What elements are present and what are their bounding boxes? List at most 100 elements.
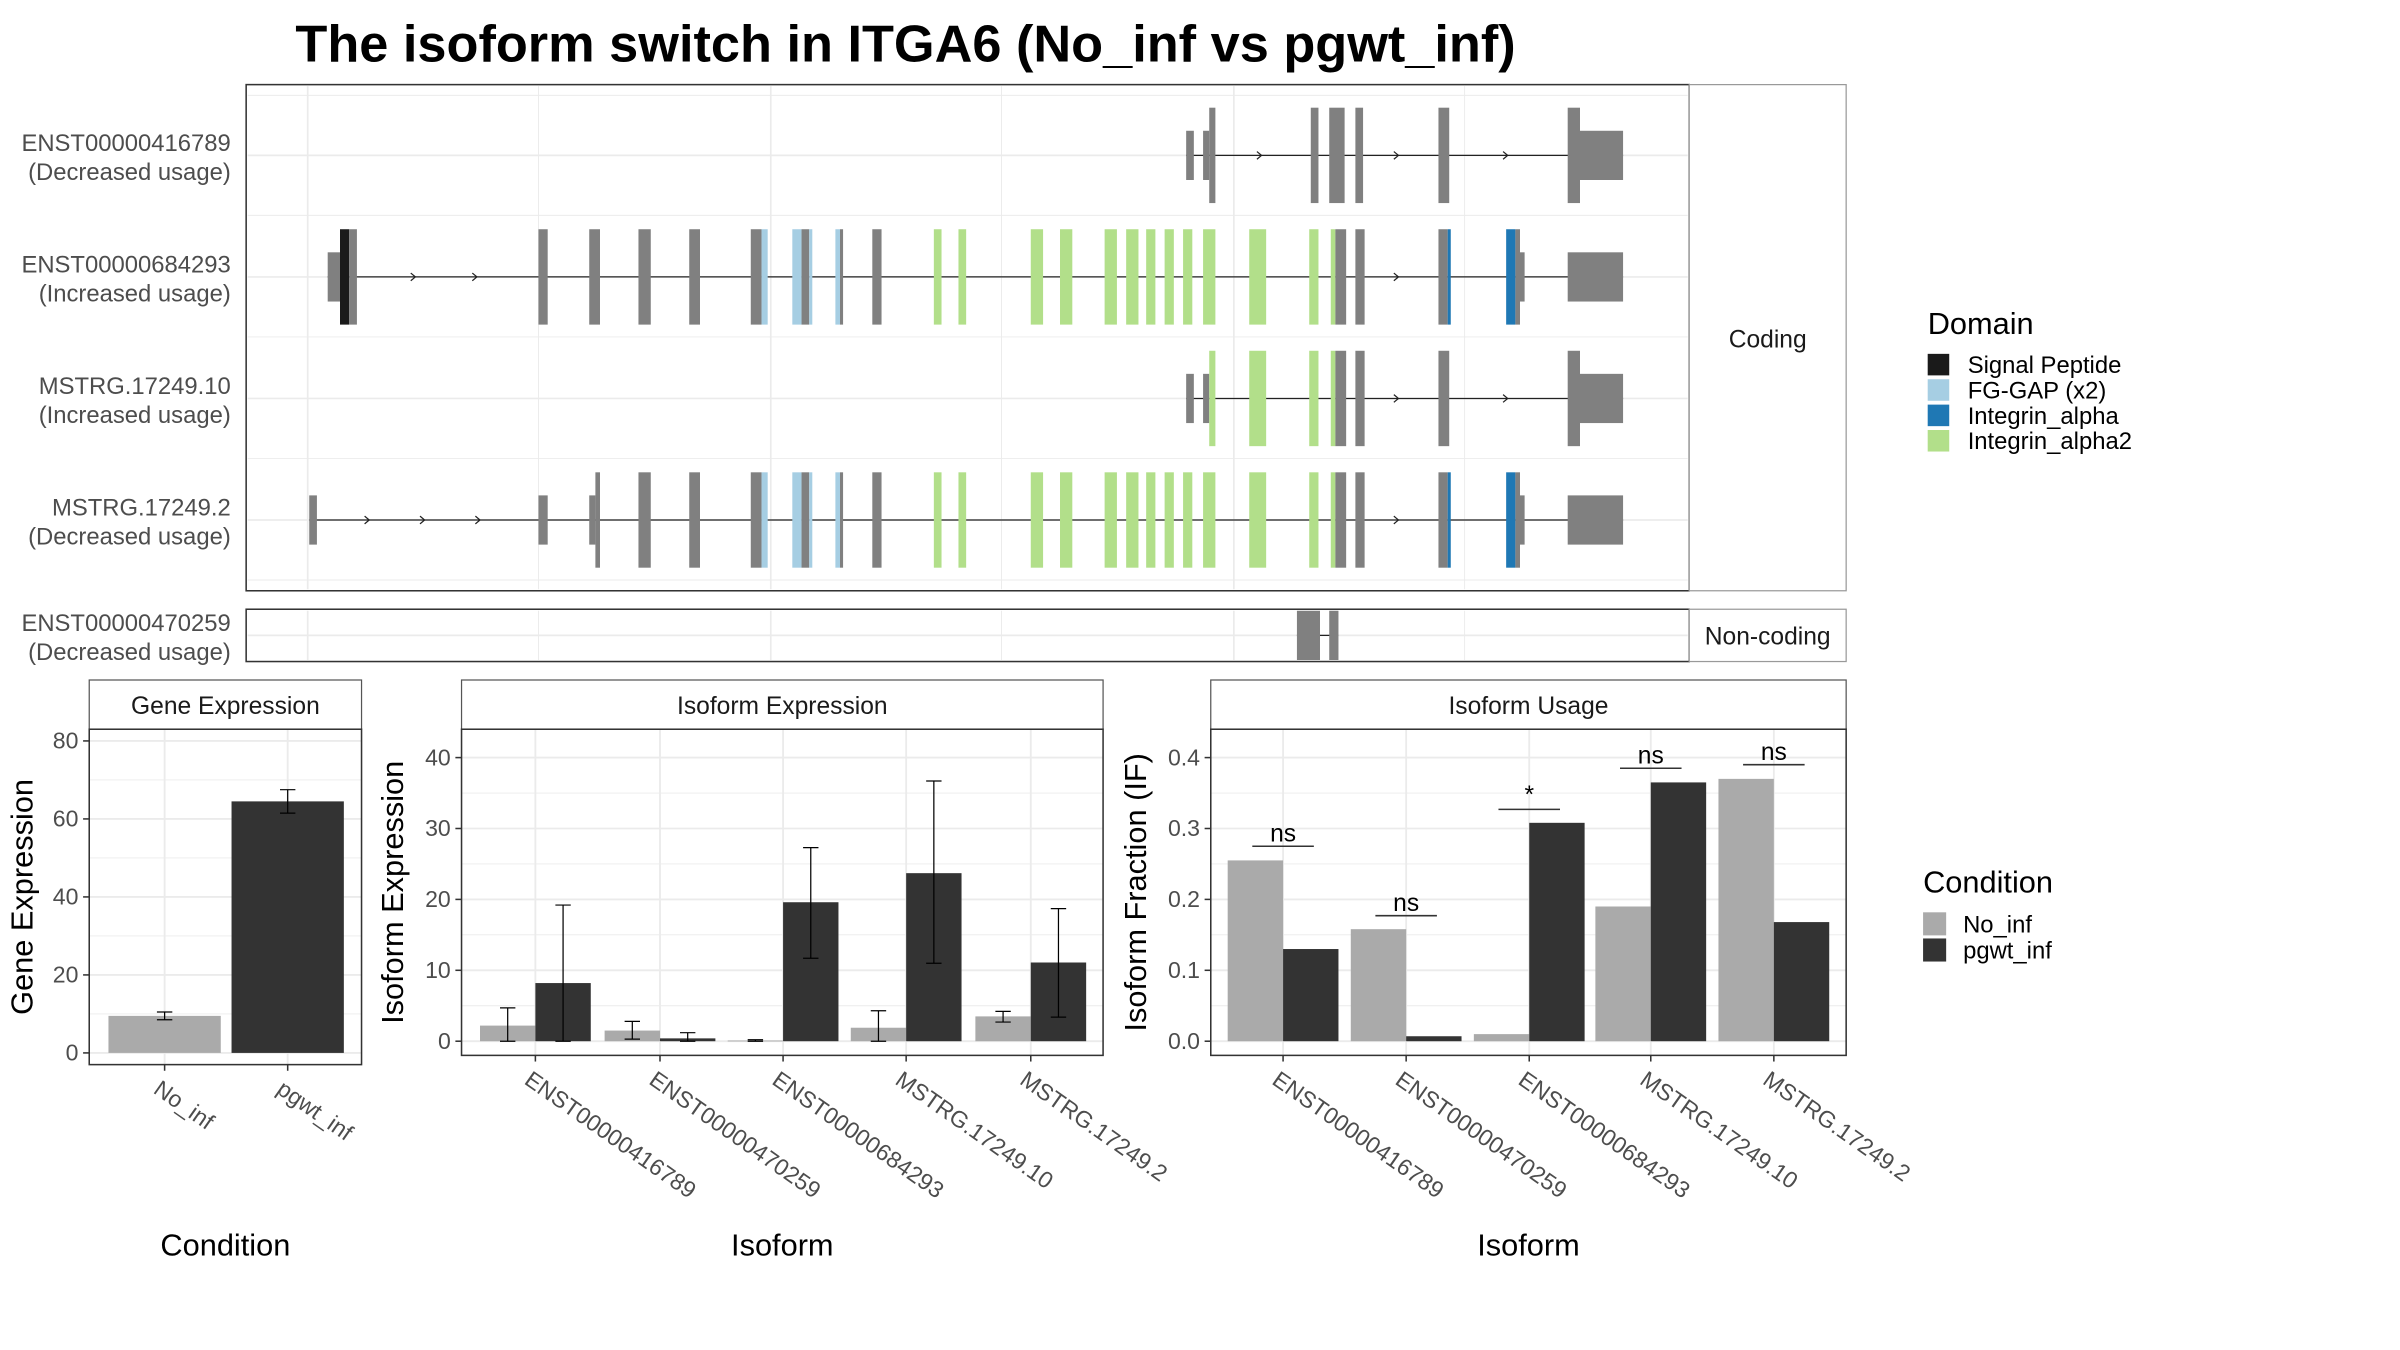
- exon: [1567, 495, 1624, 545]
- y-tick-label: 60: [53, 806, 79, 832]
- strand-arrow-icon: [474, 515, 481, 525]
- domain-exon: [1249, 472, 1267, 568]
- transcript-ENST00000684293: [327, 229, 1624, 325]
- transcript-usage-label: (Decreased usage): [28, 524, 231, 551]
- domain-exon: [835, 229, 840, 325]
- domain-exon: [1183, 229, 1193, 325]
- domain-exon: [1249, 229, 1267, 325]
- exon: [1515, 472, 1520, 568]
- isoform-usage-chart: Isoform Usage0.00.10.20.30.4nsENST000004…: [1118, 679, 1915, 1262]
- exon: [349, 229, 357, 325]
- domain-exon: [1030, 472, 1044, 568]
- domain-exon: [1447, 472, 1451, 568]
- error-bar: [995, 1010, 1011, 1023]
- noncoding-strip: [1688, 608, 1847, 663]
- bar: [1529, 822, 1585, 1042]
- error-bar: [1050, 908, 1067, 1018]
- domain-exon: [1060, 229, 1073, 325]
- transcript-MSTRG.17249.2: [309, 472, 1624, 568]
- exon: [1438, 229, 1448, 325]
- x-axis-title: Isoform: [731, 1227, 834, 1262]
- error-bar: [680, 1032, 696, 1042]
- error-bar: [747, 1039, 764, 1042]
- domain-legend-label: Integrin_alpha: [1968, 403, 2120, 430]
- domain-exon: [761, 472, 768, 568]
- significance-label: *: [1524, 782, 1534, 809]
- domain-exon: [1203, 229, 1216, 325]
- domain-exon: [1126, 472, 1139, 568]
- bar: [1283, 949, 1339, 1042]
- legend-swatch: [1923, 938, 1947, 962]
- exon: [1310, 107, 1319, 204]
- exon: [872, 472, 882, 568]
- y-tick-label: 10: [425, 957, 451, 983]
- exon: [1355, 472, 1365, 568]
- domain-exon: [1309, 229, 1319, 325]
- facet-strip-title: Isoform Expression: [677, 693, 888, 720]
- exon: [1567, 252, 1624, 302]
- exon: [750, 229, 762, 325]
- domain-exon: [792, 472, 802, 568]
- domain-exon: [761, 229, 768, 325]
- exon: [1438, 350, 1450, 447]
- exon: [589, 495, 596, 545]
- exon: [840, 472, 844, 568]
- strand-arrow-icon: [1393, 272, 1400, 282]
- domain-legend-label: Integrin_alpha2: [1968, 428, 2132, 455]
- bar: [231, 801, 344, 1053]
- strand-arrow-icon: [419, 515, 426, 525]
- y-tick-label: 0.3: [1168, 815, 1200, 841]
- exon: [595, 472, 600, 568]
- exon: [638, 229, 651, 325]
- coding-strip: [1688, 84, 1847, 592]
- strand-arrow-icon: [1393, 151, 1400, 160]
- exon: [638, 472, 651, 568]
- transcript-usage-label: (Decreased usage): [28, 639, 231, 666]
- exon: [1329, 610, 1339, 660]
- legend-swatch: [1927, 404, 1950, 427]
- transcript-ENST00000416789: [1186, 107, 1624, 204]
- exon: [1296, 610, 1320, 660]
- error-bar: [870, 1010, 887, 1042]
- significance-label: ns: [1761, 739, 1787, 766]
- legend-swatch: [1927, 353, 1950, 376]
- facet-strip: [1210, 679, 1847, 730]
- domain-exon: [1249, 350, 1267, 447]
- domain-exon: [1146, 229, 1156, 325]
- strand-arrow-icon: [471, 272, 478, 282]
- exon: [1567, 107, 1580, 204]
- bar: [1406, 1036, 1462, 1042]
- domain-exon: [809, 229, 813, 325]
- exon: [1203, 130, 1210, 180]
- domain-exon: [809, 472, 813, 568]
- bar: [108, 1015, 221, 1053]
- error-bar: [280, 789, 296, 814]
- error-bar: [803, 847, 819, 959]
- condition-legend-label: pgwt_inf: [1963, 937, 2052, 964]
- exon: [1438, 107, 1450, 204]
- transcript-usage-label: (Decreased usage): [28, 159, 231, 186]
- y-tick-label: 20: [53, 962, 79, 988]
- significance-label: ns: [1638, 743, 1664, 770]
- error-bar: [555, 904, 571, 1042]
- exon: [872, 229, 882, 325]
- y-tick-label: 40: [53, 884, 79, 910]
- transcript-usage-label: (Increased usage): [39, 281, 231, 308]
- bar: [1595, 906, 1651, 1042]
- plot-border: [88, 728, 363, 1066]
- domain-exon: [1060, 472, 1073, 568]
- domain-exon: [1164, 229, 1174, 325]
- domain-exon: [958, 472, 967, 568]
- transcript-id-label: MSTRG.17249.2: [52, 494, 231, 521]
- exon: [1567, 350, 1580, 447]
- facet-strip-title: Isoform Usage: [1448, 693, 1608, 720]
- exon: [1580, 130, 1624, 180]
- transcript-ENST00000470259: [1296, 610, 1339, 660]
- transcript-structure-panel: CodingNon-codingENST00000416789(Decrease…: [21, 83, 1847, 666]
- domain-exon: [1330, 472, 1336, 568]
- significance-label: ns: [1270, 821, 1296, 848]
- domain-exon: [1104, 472, 1117, 568]
- facet-strip: [460, 679, 1104, 730]
- domain-exon: [933, 472, 942, 568]
